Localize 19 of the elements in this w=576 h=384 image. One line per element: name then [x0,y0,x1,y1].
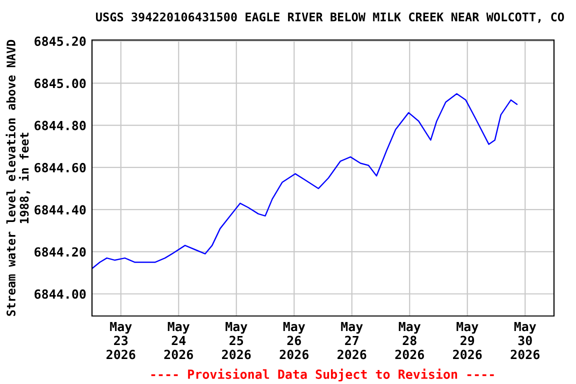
y-tick-label: 6844.20 [34,247,86,257]
y-tick-label: 6844.00 [34,289,86,299]
x-tick-label: May 24 2026 [164,322,193,360]
chart-title: USGS 394220106431500 EAGLE RIVER BELOW MILK CREEK NEAR WOLCOTT, CO [96,12,564,23]
y-axis-title: Stream water level elevation above NAVD 1988, in feet [6,40,30,316]
x-tick-label: May 27 2026 [338,322,366,360]
x-tick-label: May 25 2026 [222,322,251,360]
y-tick-label: 6844.80 [34,120,86,130]
x-tick-label: May 30 2026 [510,322,540,360]
y-tick-label: 6844.60 [34,162,86,172]
x-tick-label: May 29 2026 [453,322,482,360]
x-tick-label: May 26 2026 [280,322,308,360]
x-tick-label: May 28 2026 [395,322,424,360]
line-series [92,93,518,270]
y-tick-label: 6845.20 [34,36,86,46]
x-tick-label: May 23 2026 [106,322,136,360]
text: ---- Provisional Data Subject to Revision ---- [151,368,494,382]
y-tick-label: 6844.40 [34,205,86,215]
y-tick-label: 6845.00 [34,78,86,88]
